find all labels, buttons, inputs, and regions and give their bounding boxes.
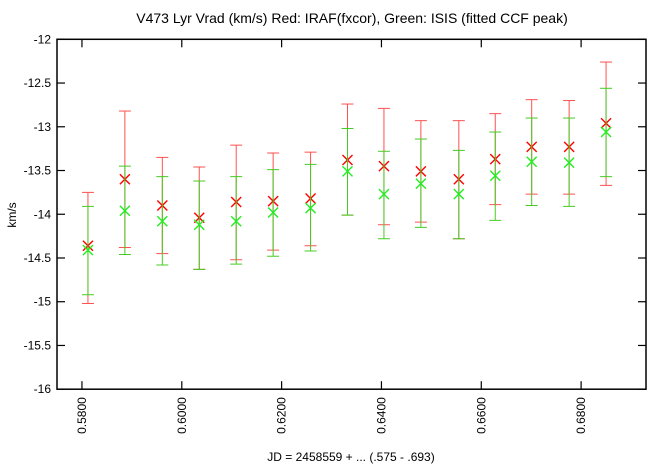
data-point: [489, 170, 501, 182]
series-green: [81, 87, 613, 296]
y-tick-label: -15: [34, 295, 52, 309]
data-point: [156, 215, 168, 227]
data-point: [342, 165, 354, 177]
data-point: [119, 205, 131, 217]
data-point: [378, 188, 390, 200]
y-tick-label: -14: [34, 207, 52, 221]
y-tick-label: -16: [34, 382, 52, 396]
x-tick-label: 0.6000: [175, 397, 189, 434]
data-point: [193, 219, 205, 231]
y-tick-label: -13.5: [24, 164, 52, 178]
data-point: [563, 157, 575, 169]
y-axis-label: km/s: [5, 202, 19, 227]
x-tick-label: 0.6400: [374, 397, 388, 434]
y-tick-label: -13: [34, 120, 52, 134]
y-tick-label: -12.5: [24, 76, 52, 90]
x-tick-label: 0.6200: [275, 397, 289, 434]
data-point: [600, 126, 612, 138]
data-point: [415, 178, 427, 190]
x-tick-label: 0.6800: [574, 397, 588, 434]
data-point: [82, 244, 94, 256]
x-tick-label: 0.5800: [75, 397, 89, 434]
data-point: [453, 188, 465, 200]
y-tick-label: -14.5: [24, 251, 52, 265]
data-point: [267, 207, 279, 218]
chart-title: V473 Lyr Vrad (km/s) Red: IRAF(fxcor), G…: [136, 10, 568, 26]
plot-frame: [56, 38, 647, 390]
y-tick-label: -12: [34, 32, 52, 46]
data-point: [230, 215, 242, 227]
x-tick-label: 0.6600: [474, 397, 488, 434]
data-point: [305, 202, 317, 214]
y-tick-label: -15.5: [24, 338, 52, 352]
x-axis-label: JD = 2458559 + ... (.575 - .693): [267, 450, 434, 464]
data-point: [526, 156, 538, 168]
